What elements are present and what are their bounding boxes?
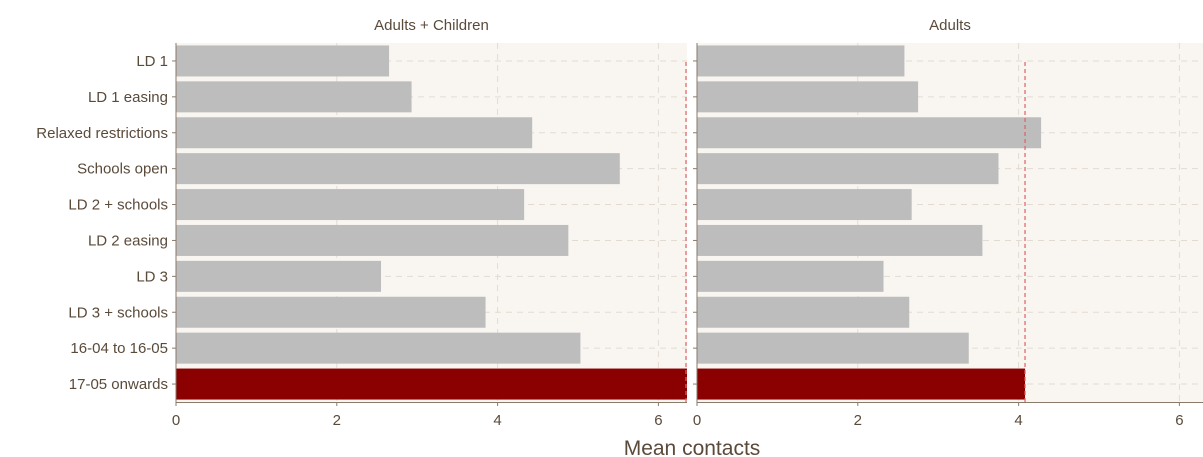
category-label-7: LD 3 [136, 268, 168, 285]
panel-title: Adults [929, 17, 971, 34]
bar-2-8 [697, 296, 910, 328]
bar-2-9 [697, 332, 969, 364]
category-label-5: LD 2 + schools [68, 197, 168, 214]
panel-title: Adults + Children [374, 17, 489, 34]
bar-2-3 [697, 117, 1042, 149]
x-tick-label: 6 [654, 412, 662, 429]
category-label-10: 17-05 onwards [69, 376, 168, 393]
bar-2-10 [697, 368, 1026, 400]
category-label-1: LD 1 [136, 53, 168, 70]
x-tick-label: 2 [333, 412, 341, 429]
x-tick-label: 0 [172, 412, 180, 429]
bar-1-6 [176, 224, 569, 256]
x-tick-label: 2 [854, 412, 862, 429]
chart-panels: 0 2 4 6 Adults + Children 0 2 4 6 Adults [172, 17, 1203, 429]
bar-2-6 [697, 224, 983, 256]
bar-2-5 [697, 189, 912, 221]
category-label-8: LD 3 + schools [68, 304, 168, 321]
category-label-3: Relaxed restrictions [36, 125, 168, 142]
bar-1-5 [176, 189, 525, 221]
category-label-4: Schools open [77, 161, 168, 178]
x-tick-label: 4 [1014, 412, 1022, 429]
x-tick-label: 4 [493, 412, 501, 429]
bar-2-1 [697, 45, 905, 77]
bar-1-10 [176, 368, 687, 400]
category-label-2: LD 1 easing [88, 89, 168, 106]
category-label-6: LD 2 easing [88, 232, 168, 249]
panel-2: 0 2 4 6 Adults [693, 17, 1203, 429]
bar-2-7 [697, 260, 884, 292]
bar-1-2 [176, 81, 412, 113]
category-label-9: 16-04 to 16-05 [70, 340, 168, 357]
panel-1: 0 2 4 6 Adults + Children [172, 17, 687, 429]
x-tick-label: 6 [1175, 412, 1183, 429]
x-axis-title: Mean contacts [624, 437, 761, 457]
bar-1-7 [176, 260, 382, 292]
bar-2-2 [697, 81, 919, 113]
bar-1-8 [176, 296, 486, 328]
bar-1-4 [176, 153, 620, 185]
bar-1-9 [176, 332, 581, 364]
bar-1-1 [176, 45, 390, 77]
x-tick-label: 0 [693, 412, 701, 429]
bar-2-4 [697, 153, 999, 185]
category-labels: LD 1 LD 1 easing Relaxed restrictions Schoo… [36, 53, 168, 393]
bar-1-3 [176, 117, 533, 149]
